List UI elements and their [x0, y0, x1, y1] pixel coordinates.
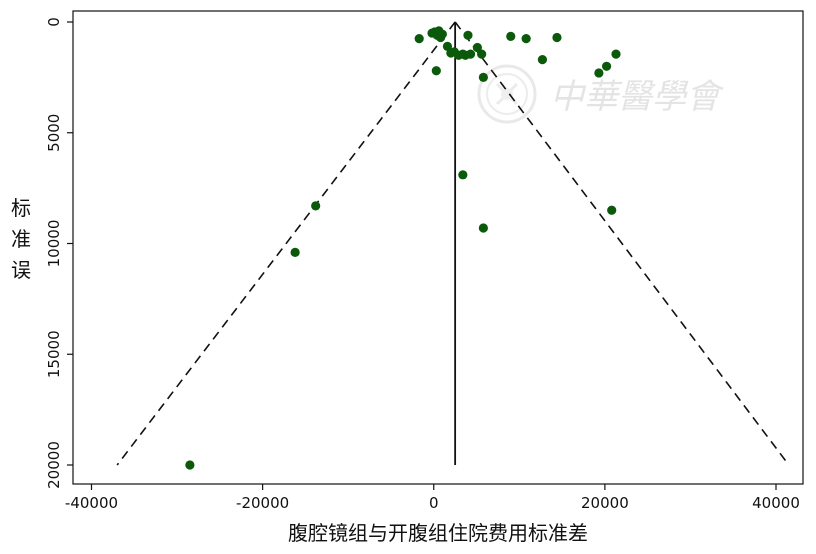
- study-point: [506, 31, 516, 41]
- study-points: [185, 26, 621, 470]
- x-axis-title: 腹腔镜组与开腹组住院费用标准差: [288, 521, 588, 545]
- y-tick-label: 15000: [45, 330, 63, 378]
- study-point: [477, 49, 487, 59]
- study-point: [437, 29, 447, 39]
- y-tick-label: 10000: [45, 220, 63, 268]
- study-point: [607, 205, 617, 215]
- funnel-lines: [116, 21, 790, 466]
- watermark: 中華醫學會: [477, 64, 725, 124]
- y-axis-title-char: 误: [11, 258, 31, 282]
- study-point: [478, 223, 488, 233]
- study-point: [290, 247, 300, 257]
- x-tick-label: 20000: [581, 494, 629, 512]
- x-tick-label: 0: [429, 494, 439, 512]
- cma-seal-icon: [477, 64, 537, 124]
- study-point: [611, 49, 621, 59]
- study-point: [458, 170, 468, 180]
- study-point: [521, 34, 531, 44]
- study-point: [311, 201, 321, 211]
- study-point: [431, 66, 441, 76]
- study-point: [414, 34, 424, 44]
- plot-frame: [72, 10, 804, 485]
- watermark-text: 中華醫學會: [550, 77, 725, 117]
- study-point: [601, 61, 612, 71]
- study-point: [465, 49, 476, 59]
- funnel-right-limit: [454, 21, 790, 466]
- study-point: [463, 30, 473, 40]
- y-axis-title: 标准误: [11, 196, 31, 282]
- x-tick-label: -20000: [236, 494, 289, 512]
- study-point: [185, 460, 195, 470]
- study-point: [472, 42, 482, 53]
- x-axis: -40000 -20000 0 20000 40000: [65, 484, 800, 512]
- y-axis: 0 5000 10000 15000 20000: [45, 17, 73, 489]
- y-tick-label: 0: [45, 17, 63, 27]
- x-tick-label: 40000: [752, 494, 800, 512]
- study-point: [537, 55, 548, 65]
- y-axis-title-char: 准: [11, 227, 31, 251]
- study-point: [594, 68, 604, 78]
- y-tick-label: 5000: [45, 114, 63, 152]
- funnel-left-limit: [116, 21, 456, 466]
- study-point: [552, 32, 562, 43]
- y-axis-title-char: 标: [11, 196, 31, 220]
- x-tick-label: -40000: [65, 494, 118, 512]
- y-tick-label: 20000: [45, 441, 63, 489]
- study-point: [478, 72, 488, 82]
